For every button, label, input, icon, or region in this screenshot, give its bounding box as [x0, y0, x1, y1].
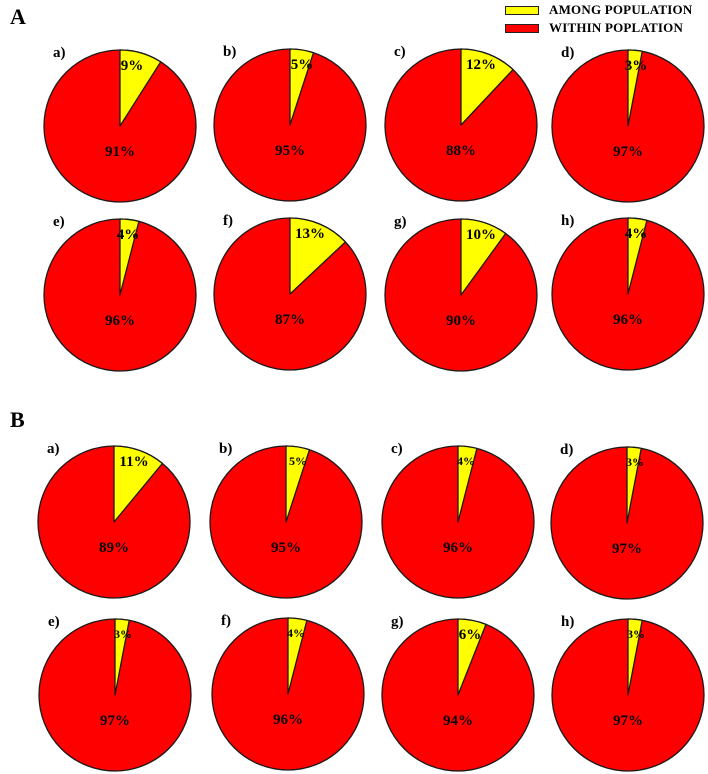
- pie-b-h: [551, 618, 705, 772]
- pie-b-f: [211, 617, 365, 771]
- subplot-label-a-g: g): [394, 214, 407, 230]
- pie-b-b: [209, 445, 363, 599]
- pie-a-g: [384, 218, 538, 372]
- among-value-a-e: 4%: [116, 227, 140, 243]
- among-slice: [285, 445, 311, 523]
- among-slice: [119, 218, 140, 296]
- among-slice: [114, 618, 130, 696]
- among-value-a-a: 9%: [120, 58, 144, 74]
- legend-label-within: WITHIN POPLATION: [549, 20, 684, 35]
- subplot-label-b-h: h): [561, 614, 575, 630]
- among-value-b-d: 3%: [626, 455, 644, 469]
- subplot-label-b-c: c): [391, 441, 403, 457]
- legend-swatch-within: [505, 23, 539, 33]
- legend-label-among: AMONG POPULATION: [549, 2, 693, 17]
- among-slice: [113, 445, 164, 523]
- among-slice: [287, 617, 308, 695]
- within-value-b-a: 89%: [99, 540, 129, 556]
- among-slice: [119, 49, 162, 127]
- within-value-a-a: 91%: [105, 144, 135, 160]
- subplot-label-a-h: h): [561, 213, 575, 229]
- within-value-b-c: 96%: [443, 540, 473, 556]
- among-value-b-g: 6%: [458, 627, 482, 643]
- pie-a-f: [213, 217, 367, 371]
- among-value-b-e: 3%: [114, 627, 132, 641]
- among-value-b-a: 11%: [119, 454, 149, 470]
- within-value-a-c: 88%: [446, 143, 476, 159]
- among-value-b-h: 3%: [627, 627, 645, 641]
- among-value-a-h: 4%: [624, 226, 648, 242]
- subplot-label-a-c: c): [394, 44, 406, 60]
- subplot-label-a-a: a): [53, 45, 66, 61]
- subplot-label-a-e: e): [53, 214, 65, 230]
- pie-a-c: [384, 48, 538, 202]
- among-slice: [289, 48, 315, 126]
- subplot-label-a-b: b): [223, 44, 237, 60]
- pie-a-h: [551, 217, 705, 371]
- panel-letter-b: B: [10, 407, 25, 432]
- pie-b-e: [38, 618, 192, 772]
- subplot-label-b-d: d): [560, 442, 574, 458]
- within-value-b-f: 96%: [273, 712, 303, 728]
- pie-a-e: [43, 218, 197, 372]
- within-value-a-g: 90%: [446, 313, 476, 329]
- subplot-label-b-a: a): [47, 441, 60, 457]
- pie-b-a: [37, 445, 191, 599]
- pie-b-g: [381, 618, 535, 772]
- subplot-label-a-d: d): [561, 45, 575, 61]
- among-slice: [627, 618, 643, 696]
- within-value-b-d: 97%: [612, 541, 642, 557]
- pie-a-a: [43, 49, 197, 203]
- within-value-a-d: 97%: [613, 144, 643, 160]
- among-value-b-b: 5%: [289, 454, 307, 468]
- within-value-a-h: 96%: [613, 312, 643, 328]
- among-value-a-c: 12%: [466, 57, 496, 73]
- among-slice: [627, 49, 643, 127]
- among-slice: [457, 445, 478, 523]
- among-slice: [457, 618, 487, 696]
- among-slice: [460, 48, 514, 126]
- among-value-a-g: 10%: [466, 227, 496, 243]
- within-value-b-e: 97%: [100, 713, 130, 729]
- subplot-label-b-e: e): [48, 614, 60, 630]
- subplot-label-b-f: f): [221, 613, 231, 629]
- subplot-label-a-f: f): [223, 213, 233, 229]
- legend-swatch-among: [505, 5, 539, 15]
- among-value-b-f: 4%: [287, 626, 305, 640]
- within-value-a-b: 95%: [275, 143, 305, 159]
- legend-item-among: AMONG POPULATION: [505, 1, 692, 19]
- among-value-a-f: 13%: [295, 226, 325, 242]
- subplot-label-b-g: g): [391, 614, 404, 630]
- among-slice: [289, 217, 347, 295]
- among-slice: [460, 218, 507, 296]
- among-value-a-d: 3%: [624, 58, 648, 74]
- among-slice: [626, 446, 642, 524]
- pie-b-c: [381, 445, 535, 599]
- within-value-b-g: 94%: [443, 713, 473, 729]
- among-value-b-c: 4%: [457, 454, 475, 468]
- among-value-a-b: 5%: [290, 57, 314, 73]
- pie-a-b: [213, 48, 367, 202]
- within-value-b-b: 95%: [271, 540, 301, 556]
- within-value-b-h: 97%: [613, 713, 643, 729]
- within-value-a-f: 87%: [275, 312, 305, 328]
- pie-a-d: [551, 49, 705, 203]
- within-value-a-e: 96%: [105, 313, 135, 329]
- subplot-label-b-b: b): [219, 441, 233, 457]
- among-slice: [627, 217, 648, 295]
- legend-item-within: WITHIN POPLATION: [505, 19, 692, 37]
- pie-b-d: [550, 446, 704, 600]
- legend: AMONG POPULATION WITHIN POPLATION: [505, 1, 692, 37]
- panel-letter-a: A: [10, 4, 26, 29]
